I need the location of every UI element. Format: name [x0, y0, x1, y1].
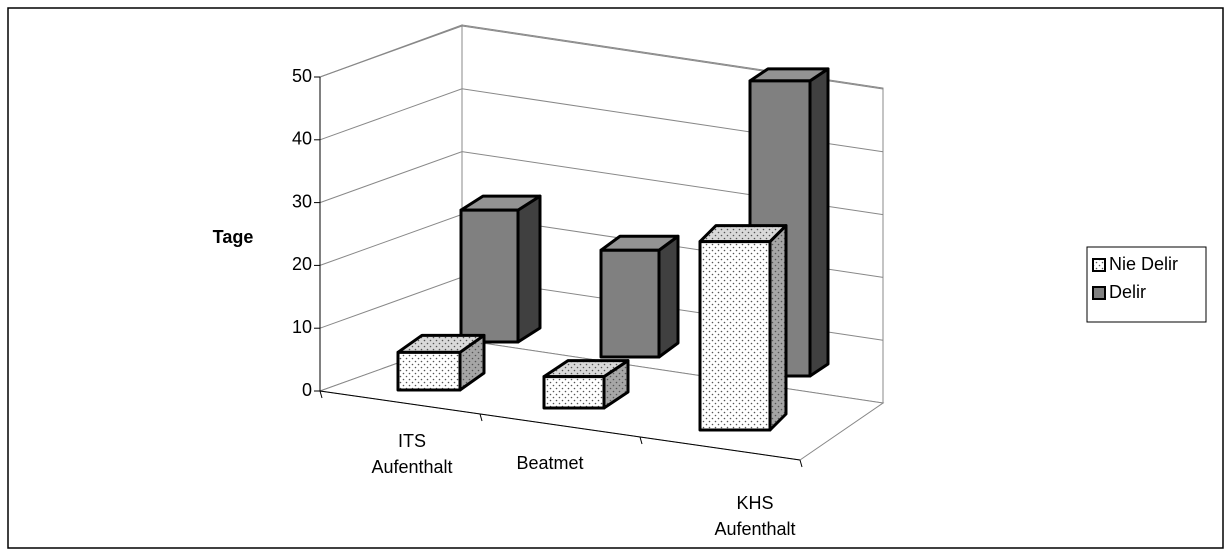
- bar-side: [657, 234, 680, 359]
- bar: [396, 333, 486, 392]
- bar: [459, 194, 542, 344]
- bar-front: [396, 350, 462, 392]
- bar-side: [808, 67, 830, 378]
- legend-swatch: [1092, 286, 1106, 300]
- y-axis-label: Tage: [213, 227, 254, 247]
- bar-front: [698, 240, 772, 432]
- x-tick: [479, 413, 483, 422]
- grid-line: [319, 25, 884, 90]
- x-tick-label: ITS Aufenthalt: [371, 431, 453, 477]
- grid-line: [319, 88, 884, 153]
- bar-front: [459, 208, 520, 344]
- x-tick-label: Beatmet: [516, 453, 584, 473]
- y-tick-label: 50: [292, 66, 312, 86]
- y-tick-label: 40: [292, 129, 312, 149]
- bar: [698, 224, 788, 432]
- y-tick-label: 10: [292, 317, 312, 337]
- grid-line: [319, 151, 884, 216]
- x-tick: [319, 390, 323, 399]
- legend-label: Delir: [1109, 282, 1146, 302]
- bar-side: [516, 194, 542, 344]
- legend-swatch: [1092, 258, 1106, 272]
- bar: [542, 359, 630, 410]
- legend-label: Nie Delir: [1109, 254, 1178, 274]
- x-tick-label: KHS Aufenthalt: [714, 493, 796, 539]
- bar-front: [542, 375, 606, 410]
- bar: [599, 234, 680, 359]
- legend-box: [1086, 246, 1207, 323]
- x-axis: [319, 390, 801, 461]
- x-tick: [639, 436, 643, 445]
- bar-top: [698, 224, 788, 244]
- bar-front: [599, 248, 661, 359]
- y-tick-label: 30: [292, 191, 312, 211]
- y-tick-label: 0: [302, 380, 312, 400]
- y-tick-label: 20: [292, 254, 312, 274]
- x-tick: [799, 459, 803, 468]
- bar-side: [768, 224, 788, 432]
